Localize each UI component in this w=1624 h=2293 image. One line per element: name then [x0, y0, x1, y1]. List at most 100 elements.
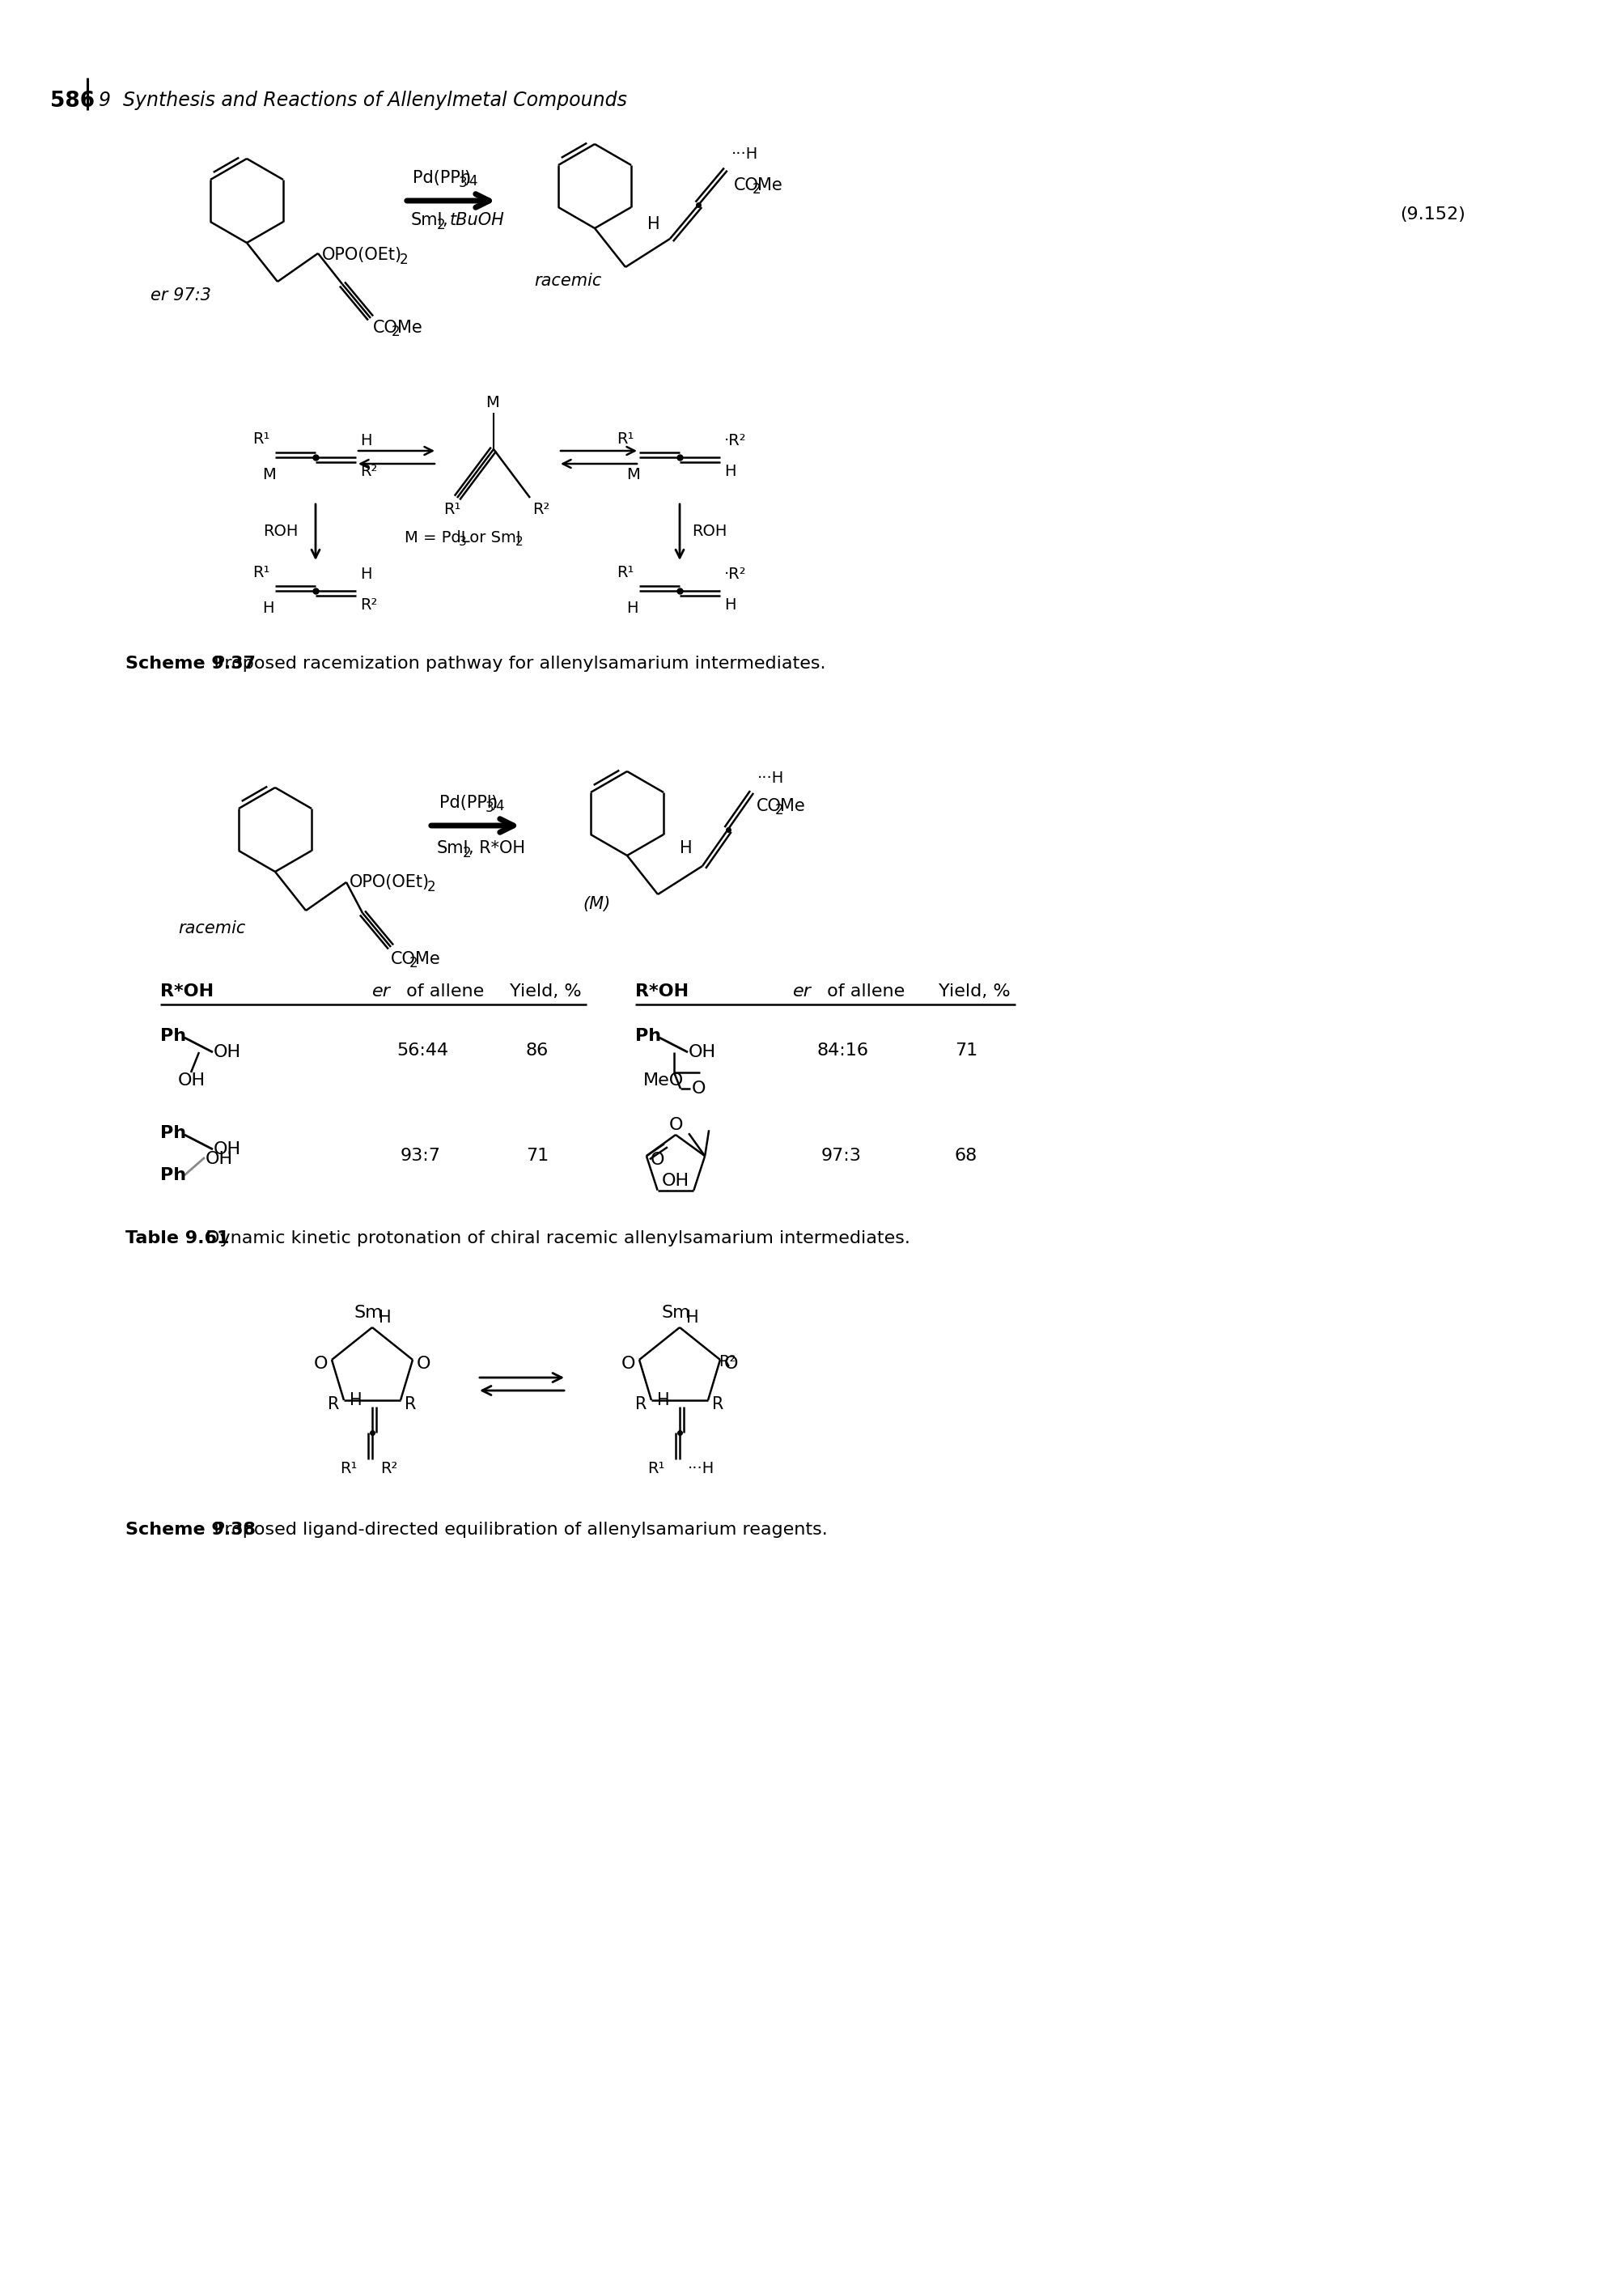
Text: CO: CO: [391, 952, 416, 968]
Text: Pd(PPh: Pd(PPh: [412, 170, 471, 186]
Text: R²: R²: [361, 463, 377, 479]
Text: R: R: [328, 1396, 339, 1412]
Text: M = PdL: M = PdL: [404, 530, 469, 546]
Text: H: H: [378, 1309, 391, 1325]
Text: O: O: [692, 1080, 706, 1096]
Text: H: H: [685, 1309, 698, 1325]
Text: 2: 2: [775, 803, 783, 816]
Text: 71: 71: [955, 1043, 978, 1059]
Text: 93:7: 93:7: [401, 1149, 440, 1165]
Text: 3: 3: [458, 537, 466, 548]
Text: 2: 2: [427, 881, 435, 894]
Text: racemic: racemic: [179, 919, 245, 936]
Text: R¹: R¹: [615, 564, 633, 580]
Text: 2: 2: [391, 326, 400, 339]
Text: M: M: [625, 468, 640, 482]
Text: ROH: ROH: [263, 523, 297, 539]
Text: H: H: [625, 601, 638, 617]
Text: SmI: SmI: [437, 839, 469, 855]
Text: er: er: [372, 984, 390, 1000]
Text: R¹: R¹: [646, 1461, 664, 1477]
Text: O: O: [620, 1355, 635, 1371]
Text: ): ): [490, 796, 497, 812]
Text: R: R: [635, 1396, 646, 1412]
Text: OH: OH: [213, 1142, 240, 1158]
Text: 2: 2: [409, 956, 417, 970]
Text: MeO: MeO: [643, 1073, 684, 1089]
Text: Ph: Ph: [161, 1126, 187, 1142]
Text: M: M: [261, 468, 276, 482]
Text: R: R: [404, 1396, 416, 1412]
Text: (9.152): (9.152): [1400, 206, 1465, 222]
Text: er 97:3: er 97:3: [151, 287, 211, 303]
Text: H: H: [361, 433, 372, 449]
Text: 9  Synthesis and Reactions of Allenylmetal Compounds: 9 Synthesis and Reactions of Allenylmeta…: [99, 92, 627, 110]
Text: Ph: Ph: [161, 1027, 187, 1043]
Text: R*OH: R*OH: [161, 984, 214, 1000]
Text: 3: 3: [458, 177, 468, 190]
Text: H: H: [646, 216, 659, 232]
Text: 2: 2: [463, 846, 471, 860]
Text: R²: R²: [361, 598, 377, 612]
Text: 86: 86: [526, 1043, 549, 1059]
Text: O: O: [416, 1355, 430, 1371]
Text: of allene: of allene: [820, 984, 905, 1000]
Text: Proposed ligand-directed equilibration of allenylsamarium reagents.: Proposed ligand-directed equilibration o…: [197, 1523, 827, 1539]
Text: OH: OH: [179, 1073, 206, 1089]
Text: ···H: ···H: [731, 147, 758, 163]
Text: 4: 4: [495, 798, 503, 814]
Text: Scheme 9.37: Scheme 9.37: [125, 656, 255, 672]
Text: 71: 71: [526, 1149, 549, 1165]
Text: R¹: R¹: [615, 431, 633, 447]
Text: R²: R²: [533, 502, 549, 518]
Text: OH: OH: [205, 1151, 232, 1167]
Text: H: H: [724, 598, 736, 612]
Text: ·R²: ·R²: [724, 433, 745, 449]
Text: Ph: Ph: [635, 1027, 661, 1043]
Text: O: O: [650, 1151, 664, 1167]
Text: Proposed racemization pathway for allenylsamarium intermediates.: Proposed racemization pathway for alleny…: [197, 656, 825, 672]
Text: R¹: R¹: [443, 502, 461, 518]
Text: R: R: [711, 1396, 723, 1412]
Text: Scheme 9.38: Scheme 9.38: [125, 1523, 255, 1539]
Text: Yield, %: Yield, %: [939, 984, 1010, 1000]
Text: H: H: [656, 1392, 669, 1408]
Text: R¹: R¹: [252, 431, 270, 447]
Text: OH: OH: [661, 1172, 689, 1188]
Text: O: O: [724, 1355, 737, 1371]
Text: O: O: [313, 1355, 328, 1371]
Text: SmI: SmI: [411, 211, 443, 229]
Text: R²: R²: [718, 1355, 736, 1369]
Text: Dynamic kinetic protonation of chiral racemic allenylsamarium intermediates.: Dynamic kinetic protonation of chiral ra…: [188, 1231, 909, 1247]
Text: H: H: [361, 566, 372, 582]
Text: ···H: ···H: [757, 770, 784, 786]
Text: H: H: [724, 463, 736, 479]
Text: 56:44: 56:44: [396, 1043, 448, 1059]
Text: er: er: [793, 984, 810, 1000]
Text: racemic: racemic: [534, 273, 601, 289]
Text: O: O: [669, 1117, 684, 1133]
Text: of allene: of allene: [401, 984, 484, 1000]
Text: Sm: Sm: [354, 1305, 383, 1321]
Text: tBuOH: tBuOH: [450, 211, 505, 229]
Text: 3: 3: [486, 800, 494, 814]
Text: 2: 2: [752, 181, 760, 197]
Text: ROH: ROH: [692, 523, 726, 539]
Text: ·R²: ·R²: [724, 566, 745, 582]
Text: Me: Me: [757, 177, 781, 193]
Text: 84:16: 84:16: [817, 1043, 869, 1059]
Text: Sm: Sm: [661, 1305, 690, 1321]
Text: OPO(OEt): OPO(OEt): [322, 248, 403, 264]
Text: R¹: R¹: [339, 1461, 357, 1477]
Text: M: M: [486, 394, 499, 410]
Text: OPO(OEt): OPO(OEt): [349, 874, 430, 890]
Text: CO: CO: [374, 319, 398, 335]
Text: or SmI: or SmI: [464, 530, 520, 546]
Text: Me: Me: [414, 952, 440, 968]
Text: 2: 2: [515, 537, 523, 548]
Text: H: H: [349, 1392, 362, 1408]
Text: 4: 4: [468, 174, 477, 188]
Text: OH: OH: [213, 1043, 240, 1059]
Text: R¹: R¹: [252, 564, 270, 580]
Text: CO: CO: [757, 798, 781, 814]
